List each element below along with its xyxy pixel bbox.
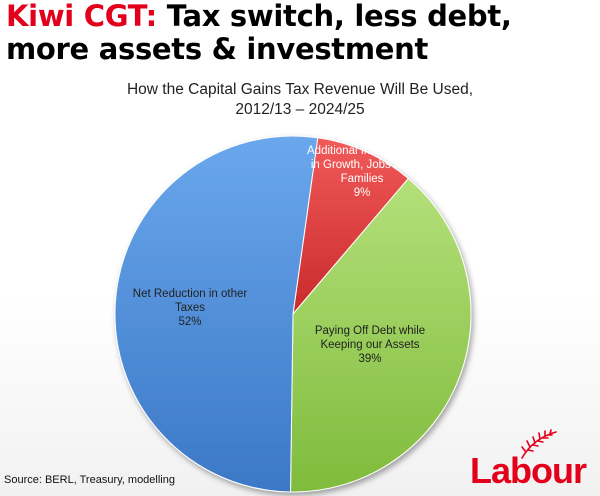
labour-logo: Labour [470, 428, 600, 496]
pie-slices [114, 135, 472, 493]
headline-line-1-rest: Tax switch, less debt, [156, 0, 512, 33]
source-note: Source: BERL, Treasury, modelling [4, 474, 175, 486]
pie-label-line: Families [341, 173, 384, 185]
pie-label-line: in Growth, Jobs and [311, 159, 413, 171]
pie-label-line: Taxes [175, 302, 205, 314]
pie-label-line: Additional Investment [307, 145, 418, 157]
pie-label-line: Paying Off Debt while [315, 325, 425, 337]
pie-pct-label: 52% [178, 316, 201, 328]
fern-icon [521, 429, 557, 459]
pie-pct-label: 9% [354, 187, 371, 199]
pie-slice-paying-off-debt [290, 177, 472, 493]
headline-accent: Kiwi CGT: [6, 0, 157, 33]
pie-labels: Additional Investment in Growth, Jobs and… [133, 145, 425, 365]
pie-pct-label: 39% [358, 353, 381, 365]
pie-label-net-tax-reduction: Net Reduction in other Taxes 52% [133, 288, 248, 328]
chart-title-line-2: 2012/13 – 2024/25 [235, 101, 365, 118]
chart-title-line-1: How the Capital Gains Tax Revenue Will B… [126, 81, 474, 98]
pie-slice-net-tax-reduction [114, 135, 319, 493]
pie-label-line: Net Reduction in other [133, 288, 248, 300]
logo-text: Labour [470, 450, 587, 491]
pie-slice-additional-investment [292, 137, 410, 316]
headline: Kiwi CGT: Tax switch, less debt, more as… [6, 0, 600, 66]
pie-label-additional-investment: Additional Investment in Growth, Jobs and… [307, 145, 418, 199]
headline-line-1: Kiwi CGT: Tax switch, less debt, [6, 0, 600, 33]
pie-label-paying-off-debt: Paying Off Debt while Keeping our Assets 3… [315, 325, 425, 365]
pie-label-line: Keeping our Assets [320, 339, 419, 351]
headline-line-2: more assets & investment [6, 32, 429, 66]
